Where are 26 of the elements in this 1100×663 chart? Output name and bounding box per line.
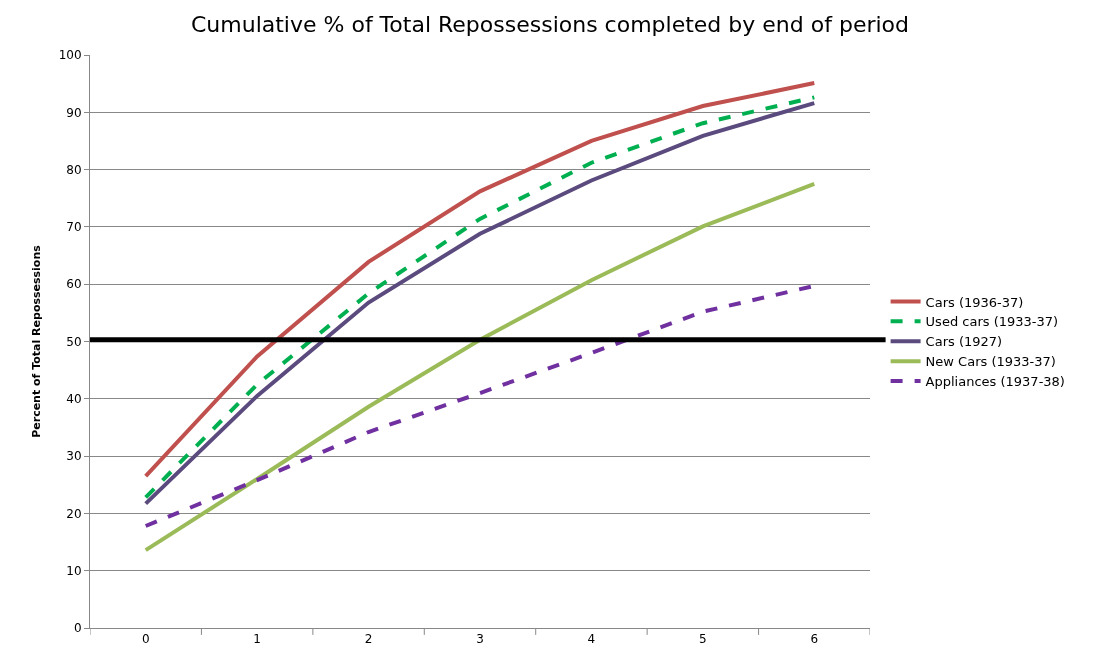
y-tick-label: 70 [66, 220, 82, 235]
y-tick-label: 50 [66, 334, 82, 349]
x-tick-label: 1 [253, 632, 261, 647]
y-tick-label: 80 [66, 162, 82, 177]
y-tick-label: 20 [66, 506, 82, 521]
y-tick-label: 100 [58, 48, 82, 63]
line-series [143, 181, 817, 553]
legend-label: Cars (1927) [925, 334, 1003, 350]
x-tick-label: 5 [699, 632, 707, 647]
y-tick-label: 30 [66, 449, 82, 464]
x-tick-label: 6 [810, 632, 819, 647]
y-tick-label: 90 [66, 105, 82, 120]
x-tick-label: 4 [587, 632, 596, 647]
x-tick-label: 2 [364, 632, 373, 647]
legend-label: New Cars (1933-37) [925, 354, 1056, 370]
y-axis-title: Percent of Total Repossessions [30, 244, 44, 438]
y-tick-label: 60 [66, 277, 82, 292]
chart-title: Cumulative % of Total Repossessions completed by end of period [190, 11, 910, 37]
y-tick-label: 10 [66, 563, 82, 578]
y-tick-label: 40 [66, 392, 82, 406]
y-tick-label: 0 [73, 621, 82, 636]
legend-label: Appliances (1937-38) [925, 374, 1065, 390]
legend-label: Used cars (1933-37) [925, 314, 1059, 330]
x-tick-label: 0 [141, 632, 150, 647]
x-tick-label: 3 [476, 632, 484, 647]
legend-label: Cars (1936-37) [925, 294, 1024, 310]
